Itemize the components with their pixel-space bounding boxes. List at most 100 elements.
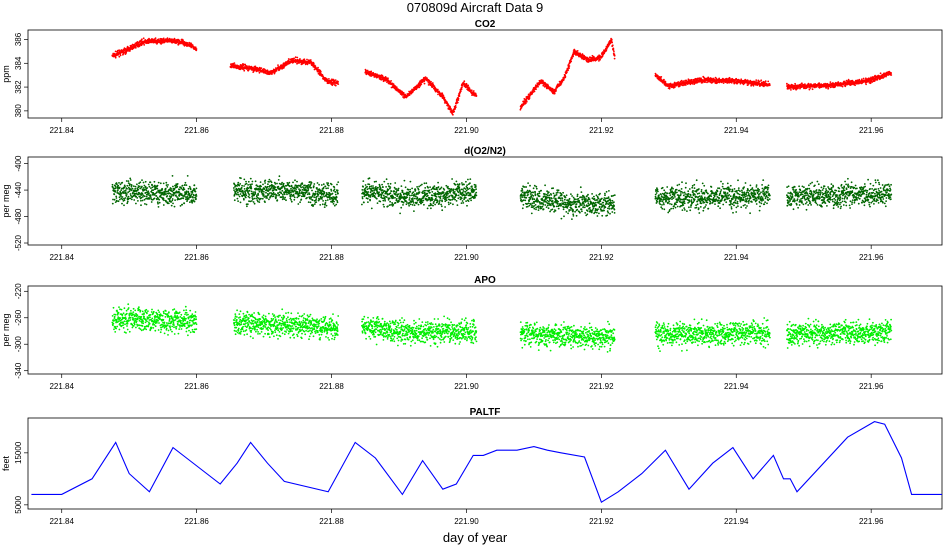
data-point [232, 187, 235, 189]
data-point [324, 202, 327, 204]
data-point [241, 184, 244, 187]
data-point [151, 184, 154, 187]
data-point [384, 76, 387, 78]
data-point [377, 186, 379, 189]
data-point [450, 108, 452, 110]
data-point [315, 198, 318, 200]
data-point [142, 187, 145, 189]
data-point [260, 67, 263, 69]
data-point [475, 94, 478, 97]
data-point [267, 183, 269, 186]
data-point [276, 199, 279, 202]
data-point [296, 186, 299, 189]
series-co2-2 [229, 56, 340, 87]
data-point [243, 188, 246, 190]
data-point [114, 185, 117, 188]
data-point [528, 97, 531, 99]
data-point [330, 183, 333, 186]
data-point [178, 195, 181, 197]
data-point [118, 186, 121, 189]
data-point [317, 191, 319, 193]
data-point [312, 185, 315, 188]
plot-frame-co2 [27, 29, 943, 119]
data-point [191, 192, 194, 194]
data-point [180, 187, 183, 190]
data-point [147, 183, 150, 186]
data-point [677, 81, 680, 83]
data-point [236, 185, 239, 187]
data-point [316, 187, 318, 189]
data-point [308, 193, 311, 196]
data-point [136, 183, 138, 186]
data-point [605, 49, 608, 52]
data-point [290, 199, 292, 201]
data-point [243, 63, 245, 66]
data-point [295, 188, 297, 191]
data-point [136, 197, 139, 199]
data-point [449, 106, 452, 109]
data-point [431, 82, 434, 84]
data-point [237, 181, 240, 184]
data-point [263, 191, 265, 193]
data-point [114, 56, 117, 59]
data-point [437, 93, 439, 96]
data-point [119, 54, 122, 57]
data-point [162, 37, 165, 40]
data-point [333, 204, 336, 207]
data-point [327, 187, 329, 190]
data-point [334, 193, 337, 196]
series-co2-3 [364, 68, 478, 116]
data-point [323, 195, 325, 198]
data-point [372, 187, 375, 189]
data-point [194, 46, 197, 49]
data-point [337, 83, 340, 85]
data-point [427, 84, 430, 86]
data-point [366, 188, 369, 191]
data-point [152, 189, 155, 192]
data-point [251, 180, 254, 183]
y-tick-label-o2n2: -520 [14, 234, 23, 251]
data-point [165, 181, 168, 184]
data-point [156, 191, 159, 193]
data-point [260, 185, 262, 188]
data-point [124, 189, 127, 192]
data-point [150, 187, 152, 190]
data-point [149, 181, 152, 184]
data-point [274, 183, 277, 185]
data-point [121, 181, 124, 184]
data-point [140, 204, 142, 207]
data-point [472, 90, 475, 92]
data-point [238, 195, 241, 198]
data-point [243, 69, 246, 72]
data-point [297, 203, 300, 205]
data-point [153, 197, 156, 200]
data-point [118, 182, 120, 184]
data-point [141, 38, 143, 41]
data-point [167, 184, 169, 186]
data-point [335, 196, 338, 199]
y-tick-label-co2: 386 [14, 32, 23, 46]
data-point [142, 37, 145, 40]
data-point [115, 195, 118, 198]
data-point [423, 80, 426, 83]
data-point [157, 206, 160, 208]
data-point [239, 183, 242, 185]
data-point [369, 199, 371, 202]
data-point [325, 187, 328, 190]
data-point [183, 184, 186, 186]
data-point [307, 201, 310, 204]
data-point [141, 199, 144, 202]
data-point [131, 187, 134, 190]
data-point [142, 194, 145, 197]
data-point [161, 189, 164, 191]
data-point [132, 185, 135, 188]
data-point [668, 86, 671, 89]
data-point [809, 87, 812, 89]
data-point [368, 183, 371, 186]
x-tick-label-co2: 221.96 [859, 126, 884, 135]
data-point [117, 200, 120, 203]
data-point [143, 195, 146, 198]
data-point [157, 202, 159, 205]
